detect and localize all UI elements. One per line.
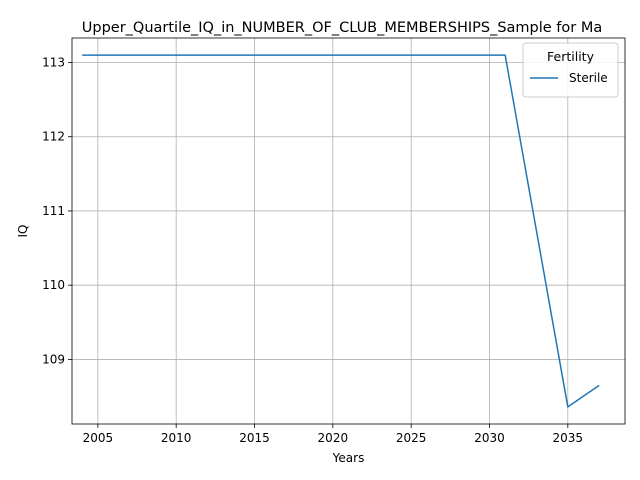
x-axis-label: Years — [332, 451, 365, 465]
legend-label-sterile: Sterile — [569, 71, 608, 85]
series-line-sterile — [82, 54, 600, 408]
x-tick-label: 2035 — [553, 431, 584, 445]
y-tick-label: 109 — [42, 352, 65, 366]
x-tick-label: 2010 — [161, 431, 192, 445]
y-axis-ticks: 109 110 111 112 113 — [42, 55, 72, 366]
y-tick-label: 112 — [42, 130, 65, 144]
y-tick-label: 110 — [42, 278, 65, 292]
x-tick-label: 2015 — [239, 431, 270, 445]
x-axis-ticks: 2005 2010 2015 2020 2025 2030 2035 — [83, 424, 584, 445]
x-tick-label: 2020 — [318, 431, 349, 445]
y-axis-label: IQ — [16, 225, 30, 238]
x-tick-label: 2005 — [83, 431, 114, 445]
legend-title: Fertility — [547, 49, 595, 64]
y-tick-label: 111 — [42, 204, 65, 218]
legend-box — [522, 42, 619, 98]
legend: Fertility Sterile — [522, 42, 619, 98]
x-tick-label: 2025 — [396, 431, 427, 445]
series-layer — [82, 54, 600, 408]
x-tick-label: 2030 — [474, 431, 505, 445]
chart-title: Upper_Quartile_IQ_in_NUMBER_OF_CLUB_MEMB… — [82, 20, 603, 36]
plot-frame — [71, 37, 626, 425]
y-tick-label: 113 — [42, 55, 65, 69]
